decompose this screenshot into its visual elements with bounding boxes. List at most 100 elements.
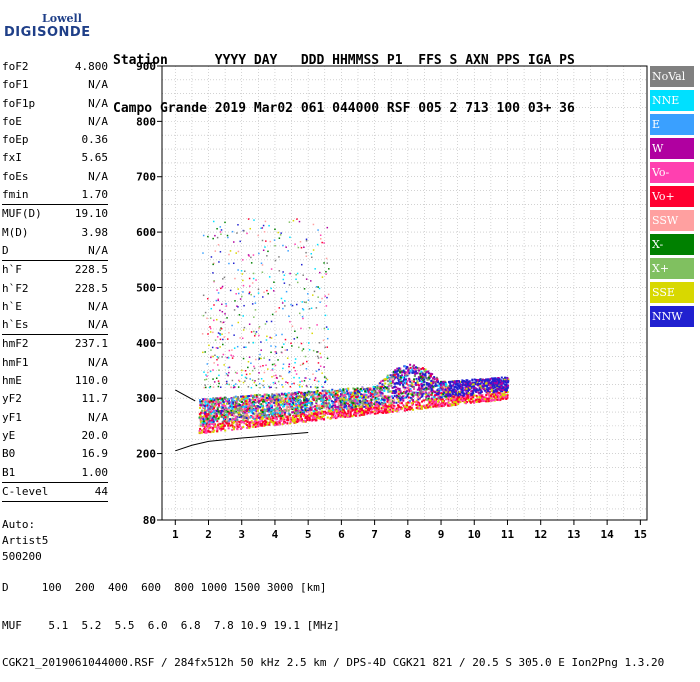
echo-point xyxy=(289,405,292,408)
echo-point xyxy=(387,387,390,390)
echo-point xyxy=(367,390,370,393)
echo-point xyxy=(242,395,245,398)
echo-point xyxy=(338,403,341,406)
echo-point xyxy=(319,271,321,274)
echo-point xyxy=(453,380,456,383)
echo-point xyxy=(253,394,256,397)
echo-point xyxy=(455,380,458,383)
echo-point xyxy=(329,397,332,400)
legend-item-x-: X- xyxy=(650,234,694,255)
echo-point xyxy=(287,395,290,398)
echo-point xyxy=(430,388,433,391)
echo-point xyxy=(496,385,499,388)
echo-point xyxy=(434,382,437,385)
echo-point xyxy=(473,401,476,404)
echo-point xyxy=(261,397,264,400)
echo-point xyxy=(231,397,234,400)
echo-point xyxy=(202,294,205,297)
echo-point xyxy=(212,415,215,418)
param-name: fmin xyxy=(2,188,29,202)
echo-point xyxy=(254,333,257,335)
echo-point xyxy=(224,416,227,419)
echo-point xyxy=(301,301,303,303)
echo-point xyxy=(251,401,254,404)
echo-point xyxy=(306,419,309,422)
echo-point xyxy=(395,390,398,393)
echo-point xyxy=(322,402,325,405)
echo-point xyxy=(373,406,376,409)
echo-point xyxy=(301,418,304,421)
echo-point xyxy=(399,391,402,394)
echo-point xyxy=(482,382,485,385)
echo-point xyxy=(237,269,239,271)
echo-point xyxy=(314,412,317,415)
echo-point xyxy=(440,393,443,396)
echo-point xyxy=(340,389,343,392)
echo-point xyxy=(243,230,245,232)
echo-point xyxy=(233,417,236,420)
echo-point xyxy=(398,397,401,400)
echo-point xyxy=(311,415,314,418)
echo-point xyxy=(254,309,257,311)
echo-point xyxy=(264,419,267,422)
echo-point xyxy=(323,413,326,416)
echo-point xyxy=(289,397,292,400)
echo-point xyxy=(270,400,273,403)
echo-point xyxy=(457,380,460,383)
echo-point xyxy=(297,246,300,249)
echo-point xyxy=(461,381,464,384)
echo-point xyxy=(452,399,455,402)
echo-point xyxy=(221,413,224,416)
echo-point xyxy=(218,404,221,407)
echo-point xyxy=(447,398,450,401)
echo-point xyxy=(461,379,464,382)
y-tick-label: 700 xyxy=(136,171,156,184)
echo-point xyxy=(266,335,268,338)
echo-point xyxy=(281,377,284,380)
echo-point xyxy=(313,398,316,401)
echo-point xyxy=(295,399,298,402)
echo-point xyxy=(302,410,305,413)
echo-point xyxy=(316,243,319,246)
echo-point xyxy=(340,404,343,407)
x-tick-label: 10 xyxy=(468,528,481,541)
echo-point xyxy=(371,391,374,394)
echo-point xyxy=(321,394,324,397)
echo-point xyxy=(302,401,305,404)
echo-point xyxy=(492,381,495,384)
echo-point xyxy=(226,398,229,401)
echo-point xyxy=(323,327,326,330)
echo-point xyxy=(466,381,469,384)
echo-point xyxy=(306,406,309,409)
echo-point xyxy=(205,430,208,433)
echo-point xyxy=(300,391,303,394)
echo-point xyxy=(232,422,235,425)
echo-point xyxy=(466,379,469,382)
echo-point xyxy=(306,391,309,394)
echo-point xyxy=(257,378,260,380)
echo-point xyxy=(280,403,283,406)
echo-point xyxy=(385,411,388,414)
echo-point xyxy=(270,287,272,290)
echo-point xyxy=(445,391,448,394)
echo-point xyxy=(434,401,437,404)
echo-point xyxy=(242,426,245,429)
echo-point xyxy=(472,383,475,386)
echo-point xyxy=(447,404,450,407)
echo-point xyxy=(393,385,396,388)
echo-point xyxy=(429,374,432,377)
echo-point xyxy=(224,421,227,424)
echo-point xyxy=(393,389,396,392)
echo-point xyxy=(284,393,287,396)
echo-point xyxy=(310,391,313,394)
echo-point xyxy=(283,413,286,416)
echo-point xyxy=(272,417,275,420)
echo-point xyxy=(295,420,298,423)
echo-point xyxy=(502,397,505,400)
echo-point xyxy=(396,377,399,380)
echo-point xyxy=(242,402,245,405)
echo-point xyxy=(346,415,349,418)
echo-point xyxy=(254,405,257,408)
param-name: hmE xyxy=(2,374,22,388)
echo-point xyxy=(334,414,337,417)
